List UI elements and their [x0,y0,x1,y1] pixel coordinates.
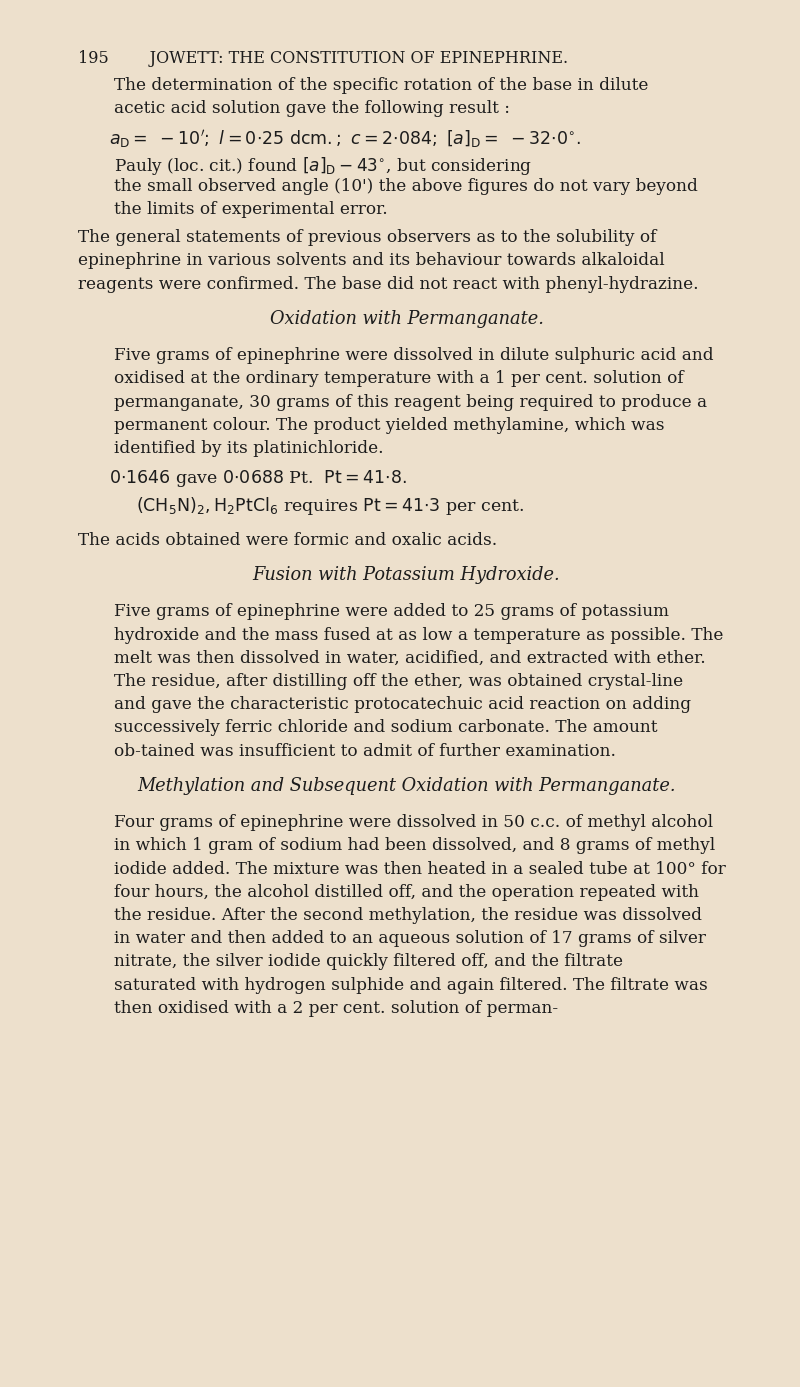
Text: successively ferric chloride and sodium carbonate. The amount: successively ferric chloride and sodium … [114,720,658,736]
Text: the residue. After the second methylation, the residue was dissolved: the residue. After the second methylatio… [114,907,702,924]
Text: and gave the characteristic protocatechuic acid reaction on adding: and gave the characteristic protocatechu… [114,696,691,713]
Text: in water and then added to an aqueous solution of 17 grams of silver: in water and then added to an aqueous so… [114,931,706,947]
Text: reagents were confirmed. The base did not react with phenyl-hydrazine.: reagents were confirmed. The base did no… [78,276,698,293]
Text: The general statements of previous observers as to the solubility of: The general statements of previous obser… [78,229,656,245]
Text: Oxidation with Permanganate.: Oxidation with Permanganate. [270,311,543,329]
Text: hydroxide and the mass fused at as low a temperature as possible. The: hydroxide and the mass fused at as low a… [114,627,723,644]
Text: permanganate, 30 grams of this reagent being required to produce a: permanganate, 30 grams of this reagent b… [114,394,707,411]
Text: $0{\cdot}1646$ gave $0{\cdot}0688$ Pt.  $\mathrm{Pt}=41{\cdot}8.$: $0{\cdot}1646$ gave $0{\cdot}0688$ Pt. $… [109,467,406,488]
Text: Methylation and Subsequent Oxidation with Permanganate.: Methylation and Subsequent Oxidation wit… [138,777,676,795]
Text: in which 1 gram of sodium had been dissolved, and 8 grams of methyl: in which 1 gram of sodium had been disso… [114,838,715,854]
Text: The determination of the specific rotation of the base in dilute: The determination of the specific rotati… [114,76,648,94]
Text: melt was then dissolved in water, acidified, and extracted with ether.: melt was then dissolved in water, acidif… [114,649,706,667]
Text: permanent colour. The product yielded methylamine, which was: permanent colour. The product yielded me… [114,417,665,434]
Text: 195        JOWETT: THE CONSTITUTION OF EPINEPHRINE.: 195 JOWETT: THE CONSTITUTION OF EPINEPHR… [78,50,568,67]
Text: ob-tained was insufficient to admit of further examination.: ob-tained was insufficient to admit of f… [114,742,616,760]
Text: Fusion with Potassium Hydroxide.: Fusion with Potassium Hydroxide. [253,566,560,584]
Text: identified by its platinichloride.: identified by its platinichloride. [114,440,384,458]
Text: Five grams of epinephrine were added to 25 grams of potassium: Five grams of epinephrine were added to … [114,603,669,620]
Text: Five grams of epinephrine were dissolved in dilute sulphuric acid and: Five grams of epinephrine were dissolved… [114,347,714,365]
Text: $(\mathrm{CH_5N})_2,\mathrm{H_2PtCl_6}$ requires $\mathrm{Pt}=41{\cdot}3$ per ce: $(\mathrm{CH_5N})_2,\mathrm{H_2PtCl_6}$ … [135,495,524,517]
Text: four hours, the alcohol distilled off, and the operation repeated with: four hours, the alcohol distilled off, a… [114,884,699,900]
Text: acetic acid solution gave the following result :: acetic acid solution gave the following … [114,100,510,117]
Text: The acids obtained were formic and oxalic acids.: The acids obtained were formic and oxali… [78,531,498,549]
Text: nitrate, the silver iodide quickly filtered off, and the filtrate: nitrate, the silver iodide quickly filte… [114,953,623,971]
Text: The residue, after distilling off the ether, was obtained crystal-line: The residue, after distilling off the et… [114,673,683,689]
Text: iodide added. The mixture was then heated in a sealed tube at 100° for: iodide added. The mixture was then heate… [114,860,726,878]
Text: saturated with hydrogen sulphide and again filtered. The filtrate was: saturated with hydrogen sulphide and aga… [114,976,708,993]
Text: $a_{\mathrm{D}}=\ -10';\ l=0{\cdot}25\ \mathrm{dcm.};\ c=2{\cdot}084;\ [a]_{\mat: $a_{\mathrm{D}}=\ -10';\ l=0{\cdot}25\ \… [109,128,581,150]
Text: Four grams of epinephrine were dissolved in 50 c.c. of methyl alcohol: Four grams of epinephrine were dissolved… [114,814,713,831]
Text: the limits of experimental error.: the limits of experimental error. [114,201,388,218]
Text: epinephrine in various solvents and its behaviour towards alkaloidal: epinephrine in various solvents and its … [78,252,665,269]
Text: the small observed angle (10') the above figures do not vary beyond: the small observed angle (10') the above… [114,179,698,196]
Text: oxidised at the ordinary temperature with a 1 per cent. solution of: oxidised at the ordinary temperature wit… [114,370,684,387]
Text: then oxidised with a 2 per cent. solution of perman-: then oxidised with a 2 per cent. solutio… [114,1000,558,1017]
Text: Pauly (loc. cit.) found $[a]_{\mathrm{D}}-43^{\circ}$, but considering: Pauly (loc. cit.) found $[a]_{\mathrm{D}… [114,155,532,178]
